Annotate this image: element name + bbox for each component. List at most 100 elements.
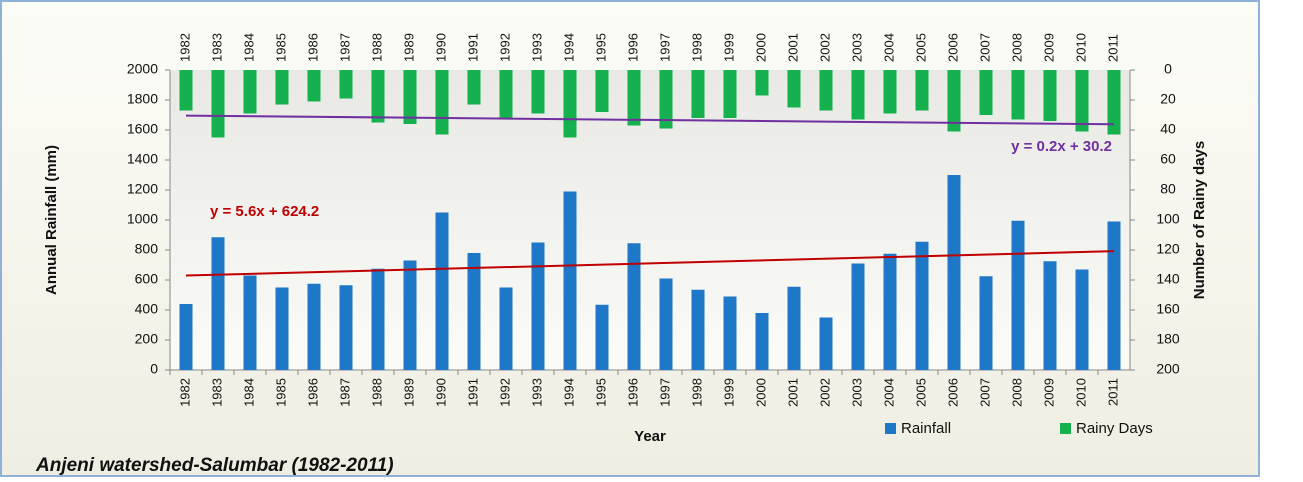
x-tick-label: 2007 [977,378,992,407]
bar [659,278,673,370]
x-tick-label: 1993 [529,378,544,407]
y2-tick-label: 20 [1160,91,1176,107]
x-top-tick-label: 1983 [209,33,224,62]
x-top-tick-label: 1996 [625,33,640,62]
x-tick-label: 2009 [1041,378,1056,407]
x-top-tick-label: 1992 [497,33,512,62]
bar [1107,70,1121,135]
y2-tick-label: 80 [1160,181,1176,197]
y2-tick-label: 160 [1156,301,1180,317]
bar [627,70,641,126]
x-tick-label: 2002 [817,378,832,407]
x-top-tick-label: 2004 [881,33,896,62]
legend-swatch [1060,423,1071,434]
x-tick-label: 1995 [593,378,608,407]
bar [691,70,705,118]
bar [947,70,961,132]
y-tick-label: 400 [135,301,159,317]
bar [595,304,609,370]
bar [851,263,865,370]
x-top-tick-label: 1987 [337,33,352,62]
x-tick-label: 1992 [497,378,512,407]
y-axis-label: Annual Rainfall (mm) [43,145,60,295]
bar [915,241,929,370]
bar [499,70,513,120]
bar [595,70,609,112]
x-tick-label: 1997 [657,378,672,407]
x-top-tick-label: 1991 [465,33,480,62]
bar [435,212,449,370]
x-top-tick-label: 2010 [1073,33,1088,62]
x-tick-label: 2000 [753,378,768,407]
y-tick-label: 1600 [127,121,158,137]
bar [243,275,257,370]
x-tick-label: 2004 [881,378,896,407]
x-top-tick-label: 1988 [369,33,384,62]
bar [1075,269,1089,370]
bar [563,191,577,370]
bar [691,289,705,370]
x-tick-label: 2011 [1105,378,1120,406]
bar [1043,70,1057,121]
bar [435,70,449,135]
y-tick-label: 0 [150,361,158,377]
bar [1075,70,1089,132]
x-top-tick-label: 2008 [1009,33,1024,62]
bar [787,70,801,108]
bar [627,243,641,370]
y-tick-label: 1000 [127,211,158,227]
y-tick-label: 600 [135,271,159,287]
bar [371,268,385,370]
legend-label: Rainfall [901,420,951,437]
x-tick-label: 2001 [785,378,800,407]
x-tick-label: 2005 [913,378,928,407]
x-axis-label: Year [634,428,666,445]
bar [755,313,769,370]
bar [1011,220,1025,370]
bar [531,242,545,370]
x-top-tick-label: 2000 [753,33,768,62]
y2-tick-label: 60 [1160,151,1176,167]
bar [211,70,225,138]
x-tick-label: 2008 [1009,378,1024,407]
chart-title: Anjeni watershed-Salumbar (1982-2011) [35,455,394,476]
bar [243,70,257,114]
x-tick-label: 1990 [433,378,448,407]
bar [915,70,929,111]
trendline-label: y = 0.2x + 30.2 [1011,138,1112,155]
x-top-tick-label: 1982 [177,33,192,62]
legend-swatch [885,423,896,434]
x-tick-label: 1989 [401,378,416,407]
trendline-label: y = 5.6x + 624.2 [210,203,319,220]
bar [563,70,577,138]
bar [467,70,481,105]
x-tick-label: 2003 [849,378,864,407]
bar [467,253,481,370]
bar [275,287,289,370]
x-tick-label: 2010 [1073,378,1088,407]
y-tick-label: 2000 [127,61,158,77]
bar [851,70,865,120]
bar [499,287,513,370]
x-top-tick-label: 2009 [1041,33,1056,62]
x-tick-label: 1996 [625,378,640,407]
x-tick-label: 1999 [721,378,736,407]
y2-axis-label: Number of Rainy days [1191,141,1208,299]
bar [339,70,353,99]
bar [979,276,993,370]
y-tick-label: 1400 [127,151,158,167]
x-top-tick-label: 1995 [593,33,608,62]
bar [211,237,225,370]
bar [1107,221,1121,370]
bar [819,317,833,370]
bar [307,70,321,102]
x-top-tick-label: 2005 [913,33,928,62]
bar [179,304,193,370]
y-tick-label: 1200 [127,181,158,197]
bar [659,70,673,129]
bar [979,70,993,115]
legend-label: Rainy Days [1076,420,1153,437]
x-top-tick-label: 2002 [817,33,832,62]
x-top-tick-label: 1999 [721,33,736,62]
